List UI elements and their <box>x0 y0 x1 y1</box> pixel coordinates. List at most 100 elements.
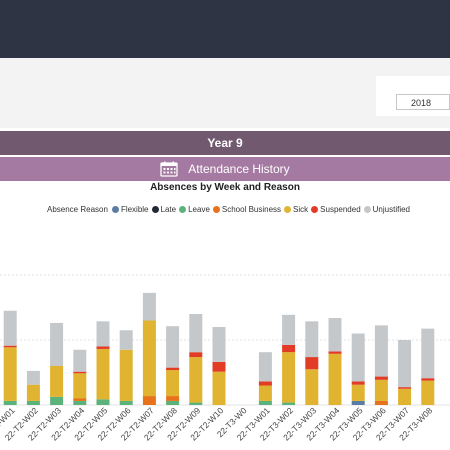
bar-segment-suspended[interactable] <box>258 381 272 386</box>
stacked-bar-chart: 22-T1-W022-T2-W0122-T2-W0222-T2-W0322-T2… <box>0 274 450 442</box>
bar-segment-suspended[interactable] <box>398 387 412 389</box>
bar-segment-sick[interactable] <box>189 357 203 403</box>
calendar-icon <box>160 161 178 177</box>
bar-segment-suspended[interactable] <box>73 371 87 374</box>
filter-panel <box>0 58 450 128</box>
bar-segment-sick[interactable] <box>374 379 388 401</box>
bar-segment-flexible[interactable] <box>351 400 365 405</box>
bar-segment-unjustified[interactable] <box>50 322 64 366</box>
bar-segment-suspended[interactable] <box>282 344 296 353</box>
bar-segment-unjustified[interactable] <box>282 314 296 345</box>
bar-segment-unjustified[interactable] <box>258 352 272 382</box>
legend-items: Flexible Late Leave School Business Sick Susp… <box>111 204 413 214</box>
bar-segment-suspended[interactable] <box>305 357 319 370</box>
year-banner: Year 9 <box>0 131 450 155</box>
bar-segment-leave[interactable] <box>119 400 133 405</box>
bar-segment-leave[interactable] <box>189 402 203 405</box>
bar-segment-unjustified[interactable] <box>73 349 87 372</box>
legend-label: School Business <box>221 204 282 214</box>
top-navigation-bar <box>0 0 450 58</box>
bar-segment-suspended[interactable] <box>328 351 342 354</box>
bar-segment-sick[interactable] <box>50 366 64 397</box>
chart-title: Absences by Week and Reason <box>150 182 300 193</box>
bar-segment-leave[interactable] <box>258 400 272 405</box>
bar-segment-unjustified[interactable] <box>142 292 156 321</box>
legend-label: Unjustified <box>372 204 411 214</box>
bar-segment-sick[interactable] <box>166 370 180 397</box>
bar-segment-sick[interactable] <box>142 320 156 397</box>
bar-segment-suspended[interactable] <box>421 378 435 381</box>
legend-label: Late <box>160 204 177 214</box>
bar-segment-unjustified[interactable] <box>3 310 17 346</box>
bar-segment-unjustified[interactable] <box>305 321 319 358</box>
bar-segment-sick[interactable] <box>96 348 110 400</box>
bar-segment-school-business[interactable] <box>142 396 156 405</box>
bar-segment-suspended[interactable] <box>351 381 365 385</box>
legend-swatch <box>212 205 220 213</box>
legend-item-sick[interactable]: Sick <box>284 205 308 214</box>
bar-segment-unjustified[interactable] <box>119 330 133 350</box>
bar-segment-leave[interactable] <box>26 400 40 405</box>
bar-segment-sick[interactable] <box>73 373 87 399</box>
bar-segment-sick[interactable] <box>26 384 40 401</box>
bar-segment-unjustified[interactable] <box>374 325 388 377</box>
bar-segment-sick[interactable] <box>421 380 435 405</box>
legend-label: Sick <box>293 204 309 214</box>
year-banner-label: Year 9 <box>207 136 243 150</box>
bar-segment-unjustified[interactable] <box>26 370 40 385</box>
bar-segment-unjustified[interactable] <box>351 333 365 382</box>
bar-segment-suspended[interactable] <box>374 376 388 380</box>
bar-segment-suspended[interactable] <box>3 345 17 348</box>
attendance-history-label: Attendance History <box>188 162 290 176</box>
attendance-history-banner: Attendance History <box>0 157 450 181</box>
bar-segment-sick[interactable] <box>398 388 412 405</box>
legend-item-late[interactable]: Late <box>151 204 177 214</box>
bar-segment-school-business[interactable] <box>166 396 180 401</box>
bar-segment-suspended[interactable] <box>212 361 226 372</box>
legend-item-suspended[interactable]: Suspended <box>311 204 361 214</box>
bar-segment-leave[interactable] <box>282 402 296 405</box>
legend-label: Suspended <box>320 204 361 214</box>
legend-item-unjustified[interactable]: Unjustified <box>363 204 411 214</box>
bar-segment-leave[interactable] <box>3 400 17 405</box>
bar-segment-sick[interactable] <box>258 385 272 401</box>
bar-segment-unjustified[interactable] <box>398 340 412 388</box>
legend-swatch <box>284 205 292 213</box>
bar-segment-unjustified[interactable] <box>166 326 180 368</box>
bar-segment-sick[interactable] <box>212 371 226 405</box>
legend-swatch <box>151 205 159 213</box>
bar-segment-suspended[interactable] <box>96 346 110 349</box>
legend-swatch <box>311 205 319 213</box>
bar-segment-school-business[interactable] <box>374 400 388 405</box>
legend-swatch <box>179 205 187 213</box>
year-select[interactable]: 2018 <box>396 94 450 110</box>
legend-label: Flexible <box>120 204 149 214</box>
bar-segment-leave[interactable] <box>96 399 110 405</box>
year-select-value: 2018 <box>410 98 432 108</box>
bar-segment-sick[interactable] <box>351 384 365 401</box>
chart-legend: Absence Reason Flexible Late Leave School B… <box>47 203 413 215</box>
bar-segment-sick[interactable] <box>119 349 133 401</box>
legend-item-leave[interactable]: Leave <box>179 205 210 214</box>
legend-label: Leave <box>188 204 210 214</box>
bar-segment-unjustified[interactable] <box>212 327 226 362</box>
bar-segment-unjustified[interactable] <box>189 314 203 353</box>
bar-segment-leave[interactable] <box>50 396 64 405</box>
legend-item-flexible[interactable]: Flexible <box>111 204 149 214</box>
bar-segment-sick[interactable] <box>328 353 342 405</box>
legend-swatch <box>111 205 119 213</box>
bar-segment-unjustified[interactable] <box>328 318 342 352</box>
bar-segment-sick[interactable] <box>305 369 319 405</box>
bar-segment-unjustified[interactable] <box>421 328 435 379</box>
bar-segment-suspended[interactable] <box>166 367 180 371</box>
bar-segment-school-business[interactable] <box>73 398 87 401</box>
bar-segment-leave[interactable] <box>73 400 87 405</box>
legend-item-school-business[interactable]: School Business <box>212 204 282 214</box>
legend-title: Absence Reason <box>47 204 108 214</box>
bar-segment-sick[interactable] <box>282 352 296 403</box>
bar-segment-suspended[interactable] <box>189 352 203 358</box>
bar-segment-leave[interactable] <box>166 400 180 405</box>
bar-segment-unjustified[interactable] <box>96 321 110 347</box>
legend-swatch <box>363 205 371 213</box>
bar-segment-sick[interactable] <box>3 347 17 401</box>
